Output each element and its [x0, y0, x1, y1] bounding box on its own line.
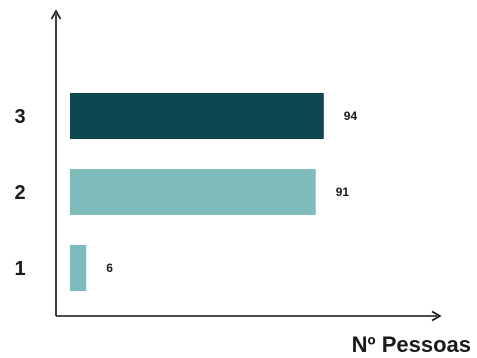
category-label-1: 1 [14, 258, 25, 280]
x-axis-title: Nº Pessoas [352, 332, 471, 357]
value-label-2: 91 [336, 185, 350, 199]
value-label-1: 6 [106, 261, 113, 275]
bar-3 [70, 93, 324, 139]
y-axis-arrowhead [50, 9, 62, 20]
value-label-3: 94 [344, 109, 358, 123]
axes [50, 9, 442, 322]
bar-2 [70, 169, 316, 215]
x-axis-arrowhead [431, 310, 442, 322]
labels: 1 6 2 91 3 94 [14, 106, 357, 280]
category-label-3: 3 [14, 106, 25, 128]
bar-1 [70, 245, 87, 291]
category-label-2: 2 [14, 182, 25, 204]
bars [70, 93, 324, 291]
